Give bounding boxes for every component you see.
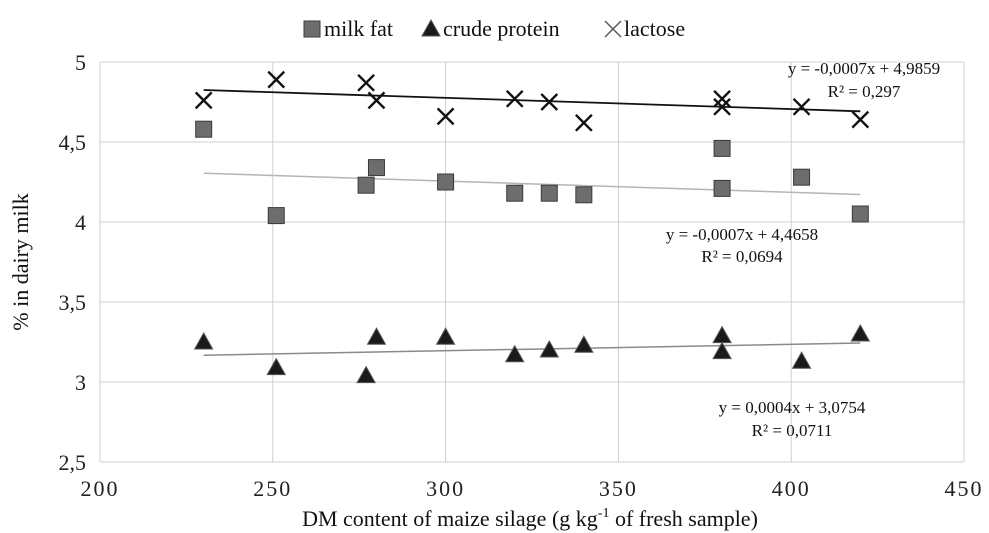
legend-x-icon [604,20,622,38]
crude-protein-point [356,365,376,384]
x-axis-title-rest: of fresh sample) [609,506,757,531]
lactose-point [194,91,213,110]
milk-fat-r-squared: R² = 0,0694 [701,247,783,266]
grid [99,61,965,463]
x-tick-label: 300 [426,476,465,501]
milk-fat-point [506,184,524,202]
legend-item-milk-fat: milk fat [303,16,393,41]
y-axis-title: % in dairy milk [8,193,33,330]
legend: milk fat crude protein lactose [303,16,685,41]
lactose-r-squared: R² = 0,297 [828,82,901,101]
y-tick-label: 5 [75,50,86,75]
x-tick-label: 250 [253,476,292,501]
x-marker-stroke [357,73,375,92]
y-tick-label: 3 [75,370,86,395]
legend-label: lactose [624,16,685,41]
lactose-point [540,93,559,111]
lactose-point [792,97,811,116]
crude-protein-trendline [203,342,861,356]
x-marker-stroke [792,97,811,116]
milk-fat-point [713,179,731,197]
lactose-point [367,91,386,110]
x-tick-label: 450 [945,476,984,501]
legend-item-crude-protein: crude protein [421,16,560,41]
y-tick-label: 2,5 [59,450,87,475]
milk-fat-point [357,176,375,194]
milk-fat-point [851,205,869,223]
x-marker-stroke [267,70,286,89]
lactose-point [574,113,593,132]
tick-labels: 2,5 3 3,5 4 4,5 5 200 250 300 350 400 450 [59,50,984,501]
x-marker-stroke [713,89,731,108]
legend-item-lactose: lactose [604,16,685,41]
crude-protein-point [791,351,812,369]
lactose-point [505,89,524,108]
crude-protein-point [435,327,456,345]
milk-fat-point [793,168,811,186]
milk-fat-equation: y = -0,0007x + 4,4658 [666,225,818,244]
crude-protein-point [266,357,287,376]
x-marker-stroke [540,93,559,111]
crude-protein-point [366,327,387,345]
x-axis-title-main: DM content of maize silage (g kg [302,506,598,531]
crude-protein-equation: y = 0,0004x + 3,0754 [719,398,866,417]
milk-fat-point [713,139,731,157]
x-marker-stroke [436,107,455,126]
y-tick-label: 4,5 [59,130,87,155]
lactose-point [436,107,455,126]
x-marker-stroke [505,89,524,108]
milk-fat-point [195,120,213,138]
milk-fat-trendline [203,172,861,196]
crude-protein-point [850,323,871,342]
legend-label: milk fat [324,16,393,41]
milk-fat-point [575,186,593,204]
lactose-point [851,110,870,129]
legend-square-icon [303,20,321,38]
crude-protein-point [193,331,214,350]
crude-protein-point [712,341,732,360]
lactose-point [713,89,731,108]
x-marker-stroke [367,91,386,110]
legend-label: crude protein [443,16,560,41]
lactose-equation: y = -0,0007x + 4,9859 [788,59,940,78]
x-marker-stroke [574,113,593,132]
x-tick-label: 350 [599,476,638,501]
x-marker-stroke [713,97,731,116]
milk-fat-point [437,173,455,191]
x-marker-stroke [194,91,213,110]
milk-fat-point [540,184,558,202]
y-tick-label: 4 [75,210,86,235]
milk-fat-point [367,159,385,177]
x-marker-stroke [851,110,870,129]
data-markers [193,70,871,384]
crude-protein-point [504,344,525,363]
y-tick-label: 3,5 [59,290,87,315]
crude-protein-point [573,335,594,353]
x-axis-title: DM content of maize silage (g kg-1 of fr… [302,506,758,531]
crude-protein-point [539,339,560,358]
legend-triangle-icon [421,18,441,37]
lactose-point [357,73,375,92]
trendlines [203,89,861,356]
crude-protein-r-squared: R² = 0,0711 [752,421,833,440]
x-tick-label: 200 [81,476,120,501]
milk-fat-point [267,207,285,225]
crude-protein-point [712,325,732,344]
x-axis-title-superscript: -1 [598,506,610,521]
lactose-point [267,70,286,89]
lactose-trendline [203,89,861,113]
lactose-point [713,97,731,116]
x-tick-label: 400 [772,476,811,501]
trend-equations: y = -0,0007x + 4,4658 R² = 0,0694 y = 0,00… [666,59,940,440]
